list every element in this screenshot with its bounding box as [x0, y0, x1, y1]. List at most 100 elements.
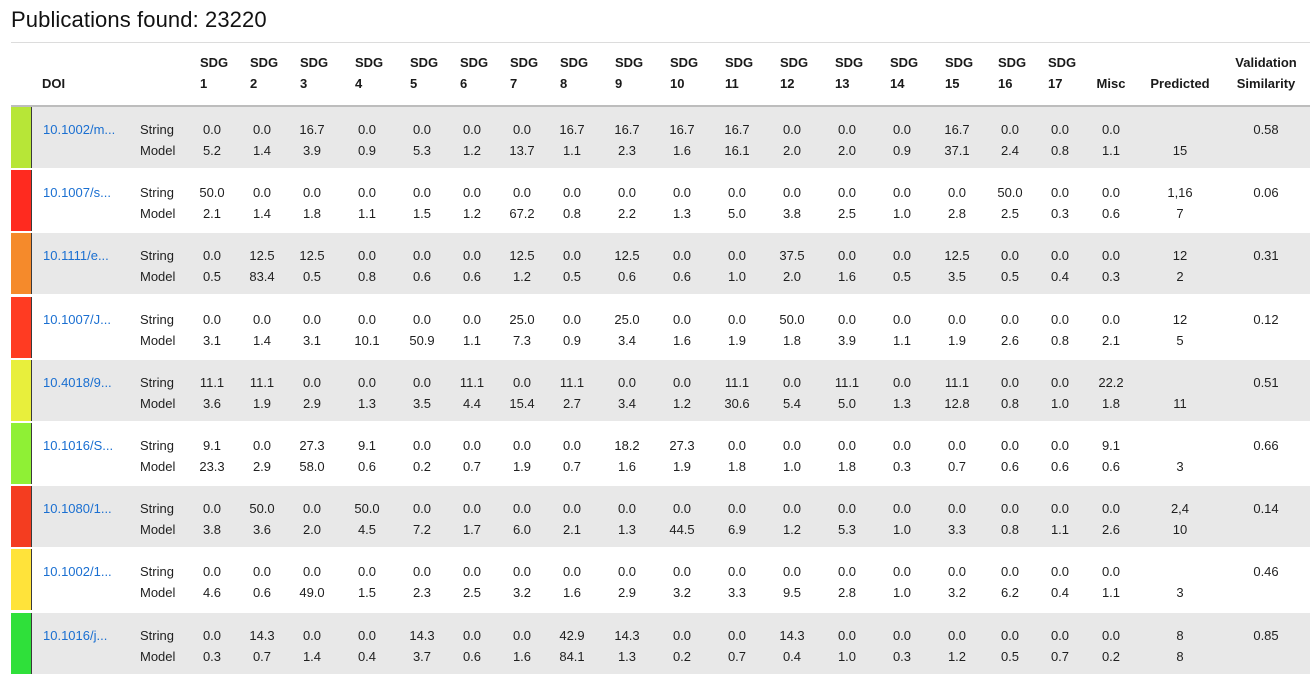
model-score-cell: 2.5	[462, 585, 482, 601]
similarity-color-indicator	[11, 423, 32, 484]
string-score-cell: 0.0	[1101, 185, 1121, 201]
model-score-cell: 0.3	[892, 648, 912, 664]
doi-link[interactable]: 10.1002/1...	[43, 564, 112, 580]
model-score-cell: 2.3	[412, 585, 432, 601]
doi-link[interactable]: 10.1080/1...	[43, 501, 112, 517]
string-score-cell: 22.2	[1098, 374, 1124, 390]
string-score-cell: 0.0	[617, 564, 637, 580]
row-label-model: Model	[140, 332, 176, 348]
string-score-cell: 0.0	[302, 564, 322, 580]
string-score-cell: 11.1	[459, 374, 485, 390]
string-score-cell: 0.0	[512, 374, 532, 390]
model-score-cell: 1.8	[782, 332, 802, 348]
string-score-cell: 50.0	[779, 311, 805, 327]
model-score-cell: 3.9	[302, 143, 322, 158]
table-header: DOI SDG 1 SDG 2 SDG 3 SDG 4 SDG 5 SDG 6 SDG 7 SD…	[0, 43, 1313, 106]
row-label-string: String	[140, 311, 174, 327]
string-score-cell: 0.0	[782, 122, 802, 137]
table-row: 10.1002/1... String Model 0.0 0.0 0.0 0.0 0.0 0.…	[11, 549, 1310, 611]
model-score-cell: 1.4	[252, 206, 272, 222]
header-sdg-11: SDG 11	[725, 55, 754, 91]
string-score-cell: 0.0	[947, 185, 967, 201]
model-score-cell: 0.5	[302, 269, 322, 285]
model-score-cell: 3.1	[302, 332, 322, 348]
predicted-model: 2	[1176, 269, 1184, 285]
string-score-cell: 12.5	[299, 248, 325, 264]
model-score-cell: 1.6	[562, 585, 582, 601]
model-score-cell: 3.2	[512, 585, 532, 601]
string-score-cell: 0.0	[837, 122, 857, 137]
model-score-cell: 3.2	[947, 585, 967, 601]
doi-link[interactable]: 10.1007/s...	[43, 185, 111, 201]
string-score-cell: 0.0	[202, 627, 222, 643]
row-label-model: Model	[140, 143, 176, 158]
header-sdg-14: SDG 14	[890, 55, 919, 91]
string-score-cell: 0.0	[837, 311, 857, 327]
doi-link[interactable]: 10.1016/j...	[43, 627, 108, 643]
string-score-cell: 27.3	[669, 438, 695, 453]
string-score-cell: 0.0	[727, 438, 747, 453]
string-score-cell: 11.1	[834, 374, 860, 390]
model-score-cell: 1.2	[462, 143, 482, 158]
model-score-cell: 2.5	[1000, 206, 1020, 222]
header-sdg-17: SDG 17	[1048, 55, 1077, 91]
string-score-cell: 11.1	[249, 374, 275, 390]
model-score-cell: 1.8	[1101, 395, 1121, 411]
model-score-cell: 0.8	[1050, 143, 1070, 158]
string-score-cell: 0.0	[202, 501, 222, 517]
string-score-cell: 0.0	[727, 311, 747, 327]
model-score-cell: 2.1	[202, 206, 222, 222]
string-score-cell: 14.3	[409, 627, 435, 643]
model-score-cell: 5.0	[837, 395, 857, 411]
model-score-cell: 1.3	[892, 395, 912, 411]
similarity-color-indicator	[11, 233, 32, 295]
doi-link[interactable]: 10.1007/J...	[43, 311, 111, 327]
header-sdg-5: SDG 5	[410, 55, 439, 91]
string-score-cell: 0.0	[302, 185, 322, 201]
doi-link[interactable]: 10.4018/9...	[43, 374, 112, 390]
header-sdg-1: SDG 1	[200, 55, 229, 91]
model-score-cell: 1.9	[947, 332, 967, 348]
model-score-cell: 0.8	[1050, 332, 1070, 348]
predicted-model: 8	[1176, 648, 1184, 664]
model-score-cell: 1.4	[252, 332, 272, 348]
predicted-model: 5	[1176, 332, 1184, 348]
header-sdg-9: SDG 9	[615, 55, 644, 91]
string-score-cell: 0.0	[302, 627, 322, 643]
row-label-string: String	[140, 374, 174, 390]
model-score-cell: 1.3	[617, 522, 637, 538]
model-score-cell: 5.2	[202, 143, 222, 158]
string-score-cell: 0.0	[892, 564, 912, 580]
string-score-cell: 0.0	[1000, 248, 1020, 264]
predicted-string: 8	[1176, 627, 1184, 643]
string-score-cell: 0.0	[562, 311, 582, 327]
header-sdg-16: SDG 16	[998, 55, 1027, 91]
model-score-cell: 1.2	[512, 269, 532, 285]
validation-similarity-value: 0.31	[1253, 248, 1279, 264]
doi-link[interactable]: 10.1002/m...	[43, 122, 116, 137]
string-score-cell: 50.0	[997, 185, 1023, 201]
string-score-cell: 0.0	[252, 564, 272, 580]
model-score-cell: 0.6	[462, 648, 482, 664]
doi-link[interactable]: 10.1111/e...	[43, 248, 109, 264]
model-score-cell: 0.6	[617, 269, 637, 285]
model-score-cell: 1.6	[512, 648, 532, 664]
validation-similarity-value: 0.58	[1253, 122, 1279, 137]
model-score-cell: 0.7	[1050, 648, 1070, 664]
doi-link[interactable]: 10.1016/S...	[43, 438, 114, 453]
string-score-cell: 12.5	[944, 248, 970, 264]
string-score-cell: 0.0	[1050, 501, 1070, 517]
string-score-cell: 0.0	[512, 438, 532, 453]
model-score-cell: 0.7	[727, 648, 747, 664]
model-score-cell: 44.5	[669, 522, 695, 538]
row-label-string: String	[140, 438, 174, 453]
string-score-cell: 0.0	[512, 627, 532, 643]
header-misc: Misc	[1096, 76, 1126, 91]
model-score-cell: 0.8	[562, 206, 582, 222]
string-score-cell: 0.0	[947, 564, 967, 580]
model-score-cell: 2.2	[617, 206, 637, 222]
model-score-cell: 5.3	[412, 143, 432, 158]
model-score-cell: 0.4	[782, 648, 802, 664]
model-score-cell: 1.4	[302, 648, 322, 664]
model-score-cell: 6.2	[1000, 585, 1020, 601]
